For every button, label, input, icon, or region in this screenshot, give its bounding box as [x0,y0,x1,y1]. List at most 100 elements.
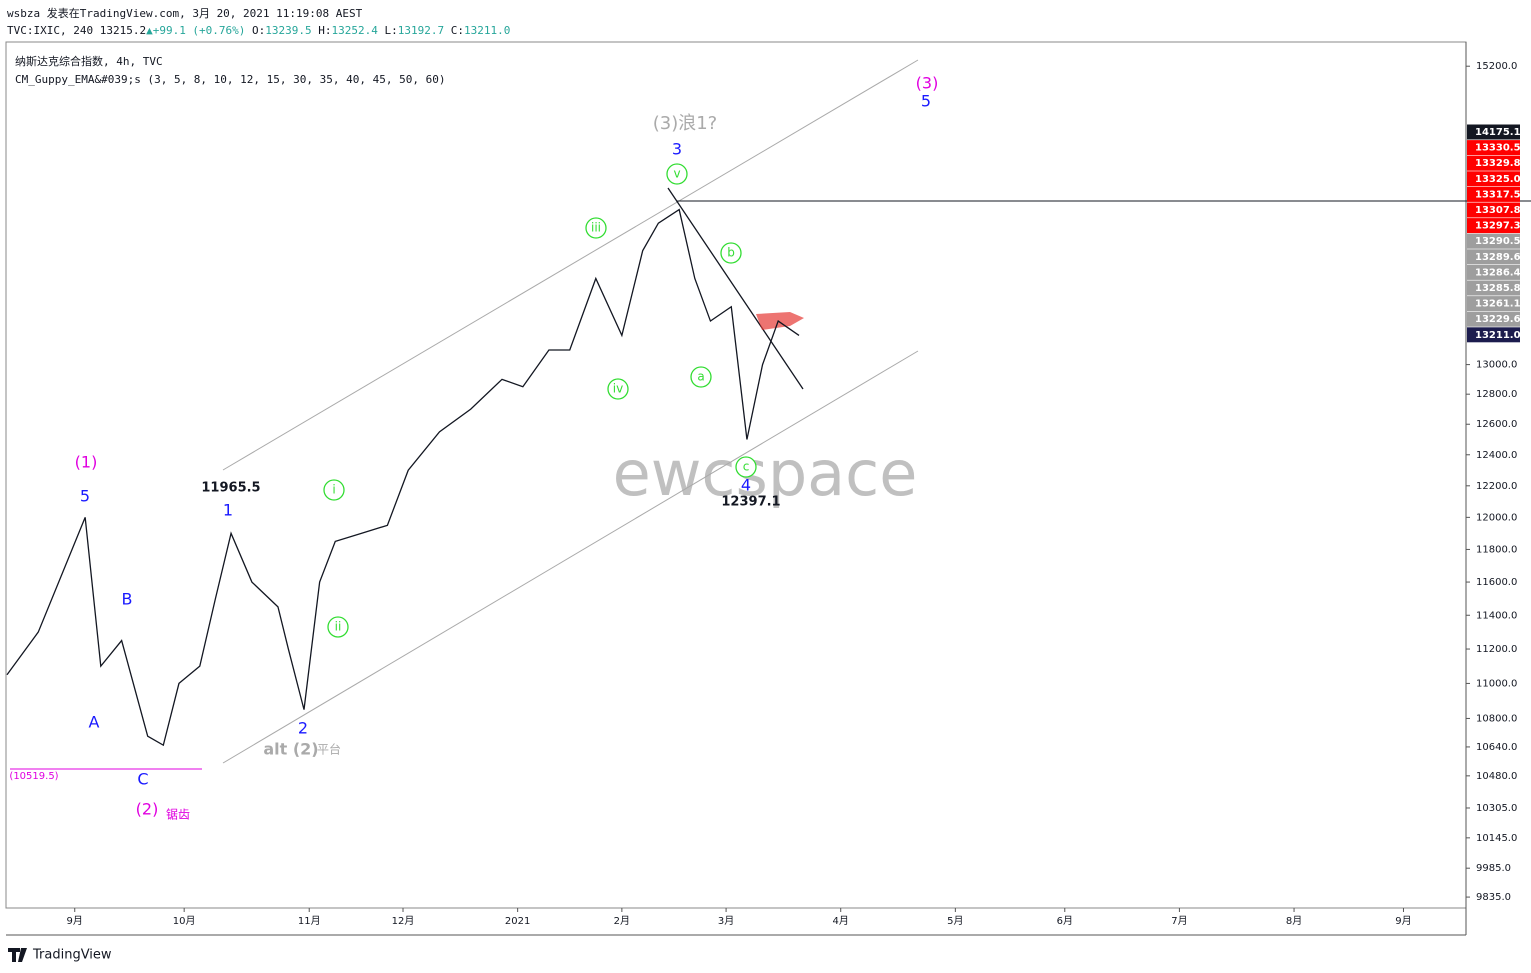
y-tick-label: 10640.0 [1476,742,1517,753]
price-marker [1467,264,1520,280]
wave-label: 12397.1 [721,495,780,510]
x-tick-label: 9月 [67,915,83,927]
wave-label: (2) [136,800,159,819]
o-key: O: [252,24,265,37]
l-value: 13192.7 [398,24,444,37]
change: ▲+99.1 (+0.76%) [146,24,245,37]
wave-label: 5 [80,487,90,506]
y-tick-label: 15200.0 [1476,61,1517,72]
y-tick-label: 11800.0 [1476,544,1517,555]
wave-label: (3)浪1? [653,113,718,134]
wave-label: (1) [75,453,98,472]
y-tick-label: 13000.0 [1476,360,1517,371]
wave-circle [607,378,629,400]
price-line [6,208,800,747]
x-tick-label: 7月 [1171,915,1187,927]
logo [8,948,27,962]
x-tick-label: 9月 [1395,915,1411,927]
wave-label: 1 [223,501,233,520]
price-marker [1467,249,1520,265]
indicator: CM_Guppy_EMA&#039;s (3, 5, 8, 10, 12, 15… [15,73,445,86]
price-marker-label: 13297.3 [1475,221,1521,232]
price-marker-label: 13325.0 [1475,174,1521,185]
h-key: H: [318,24,331,37]
wave-circle [666,163,688,185]
price-marker [1467,171,1520,187]
wave-circle-label: iv [613,382,623,396]
price-marker-label: 13289.6 [1475,252,1521,263]
wave-label: 2 [298,719,308,738]
wave-circle-label: v [673,167,680,181]
price-marker [1467,124,1520,140]
wave-label: 11965.5 [201,481,260,496]
wave-label: 4 [741,476,751,495]
wave-circle-label: ii [335,620,342,634]
footer: TradingView [8,948,112,963]
watermark: ewcspace [613,437,918,510]
wave-label: alt (2) [263,740,318,759]
price-marker-label: 13317.5 [1475,189,1521,200]
channel-lower [222,350,919,764]
price-marker-label: 13285.8 [1475,283,1521,294]
price-marker [1467,280,1520,296]
price-marker-label: 13286.4 [1475,267,1521,278]
wave-label: 3 [672,140,682,159]
x-tick-label: 3月 [718,915,734,927]
wave-label: 锯齿 [166,807,190,822]
o-value: 13239.5 [265,24,311,37]
wave-circle-label: iii [591,221,601,235]
y-tick-label: 12400.0 [1476,450,1517,461]
y-tick-label: 9835.0 [1476,892,1511,903]
y-tick-label: 9985.0 [1476,863,1511,874]
y-tick-label: 10480.0 [1476,771,1517,782]
wave-label: 5 [921,92,931,111]
x-tick-label: 5月 [947,915,963,927]
symbol-name: TVC:IXIC, 240 [7,24,93,37]
c-key: C: [451,24,464,37]
last-price: 13215.2 [100,24,146,37]
x-tick-label: 2021 [505,916,530,927]
price-marker [1467,296,1520,312]
x-tick-label: 4月 [833,915,849,927]
price-marker-label: 14175.1 [1475,127,1521,138]
y-tick-label: 11000.0 [1476,678,1517,689]
symbol: TVC:IXIC, 240 13215.2▲+99.1 (+0.76%) O:1… [7,24,510,37]
y-tick-label: 10800.0 [1476,713,1517,724]
price-marker-label: 13211.0 [1475,330,1521,341]
y-tick-label: 12200.0 [1476,481,1517,492]
wave-circle [323,479,345,501]
price-marker [1467,155,1520,171]
x-tick-label: 8月 [1286,915,1302,927]
price-marker [1467,218,1520,234]
price-marker [1467,233,1520,249]
price-marker-label: 13261.1 [1475,299,1521,310]
c-value: 13211.0 [464,24,510,37]
y-tick-label: 11400.0 [1476,610,1517,621]
y-tick-label: 11200.0 [1476,644,1517,655]
y-tick-label: 10145.0 [1476,833,1517,844]
wave-circle [327,616,349,638]
channel-upper [222,59,919,471]
price-marker-label: 13290.5 [1475,236,1521,247]
trend-line [667,187,804,390]
y-tick-label: 12600.0 [1476,419,1517,430]
price-marker-label: 13330.5 [1475,143,1521,154]
brand: TradingView [32,948,112,963]
price-marker [1467,202,1520,218]
wave-circle [735,456,757,478]
wave-circle [585,217,607,239]
wave-circle-label: a [697,370,704,384]
price-marker [1467,311,1520,327]
price-marker-label: 13307.8 [1475,205,1521,216]
wave-label: (10519.5) [9,771,58,782]
instrument: 纳斯达克综合指数, 4h, TVC [15,54,163,68]
wave-circle-label: c [743,460,750,474]
price-marker [1467,327,1520,343]
y-tick-label: 12000.0 [1476,512,1517,523]
ema-ribbon [756,312,804,330]
y-tick-label: 10305.0 [1476,803,1517,814]
wave-circle [690,366,712,388]
l-key: L: [385,24,398,37]
x-tick-label: 6月 [1057,915,1073,927]
y-tick-label: 11600.0 [1476,577,1517,588]
